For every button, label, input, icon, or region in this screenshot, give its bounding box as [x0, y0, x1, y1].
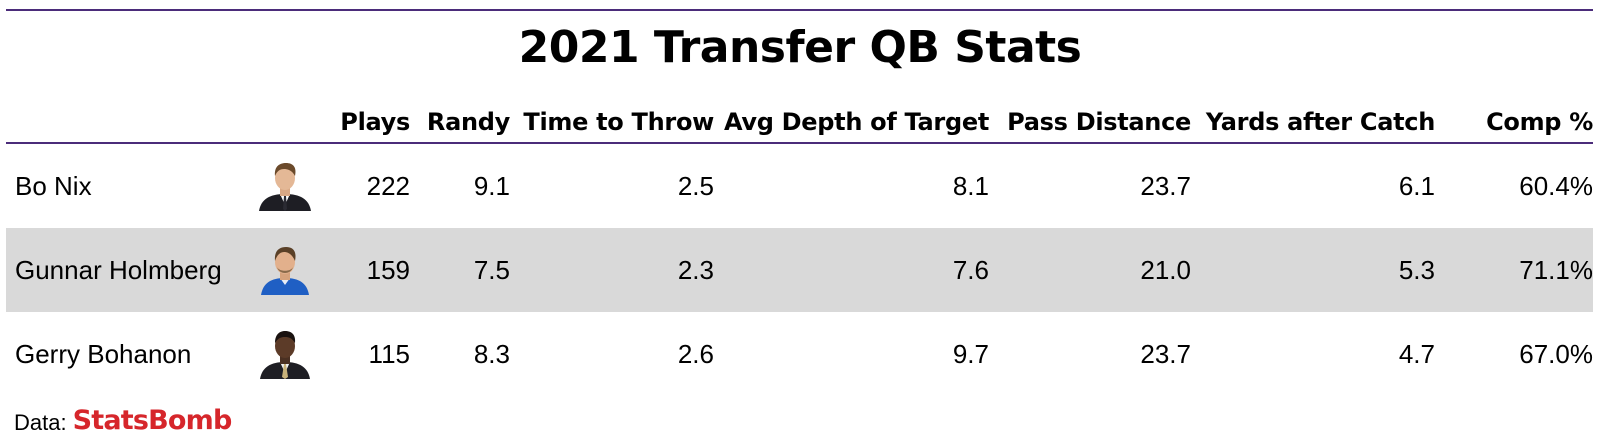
avg-depth-of-target-value: 8.1 [952, 170, 989, 201]
player-headshot-icon [256, 329, 314, 379]
player-name: Gerry Bohanon [15, 338, 192, 369]
player-name: Gunnar Holmberg [6, 228, 244, 312]
column-header-time-to-throw: Time to Throw [510, 92, 714, 144]
column-header-player [6, 92, 244, 144]
comp-pct-value: 71.1% [1435, 228, 1593, 312]
pass-distance-value: 23.7 [1140, 170, 1191, 201]
table-header-row: Plays Randy Time to Throw Avg Depth of T… [6, 92, 1593, 144]
plays-value: 222 [366, 170, 410, 201]
column-header-yards-after-catch: Yards after Catch [1191, 92, 1435, 144]
player-name: Bo Nix [15, 170, 92, 201]
plays-value: 115 [368, 338, 410, 369]
headshot-cell [244, 312, 326, 396]
randy-value: 8.3 [473, 338, 510, 369]
column-header-avg-depth-of-target: Avg Depth of Target [714, 92, 989, 144]
table-row: Bo Nix 222 9.1 2.5 8.1 23.7 6.1 [6, 143, 1593, 228]
randy-value: 7.5 [410, 228, 510, 312]
time-to-throw-value: 2.5 [677, 170, 714, 201]
column-header-plays: Plays [326, 92, 410, 144]
comp-pct-value: 67.0% [1519, 338, 1593, 369]
player-headshot-icon [256, 245, 314, 295]
yards-after-catch-value: 6.1 [1398, 170, 1435, 201]
page-title: 2021 Transfer QB Stats [518, 22, 1082, 73]
comp-pct-value: 60.4% [1519, 170, 1593, 201]
source-footer: Data: StatsBomb [14, 402, 232, 436]
statsbomb-logo: StatsBomb [72, 405, 233, 436]
column-header-pass-distance: Pass Distance [989, 92, 1191, 144]
time-to-throw-value: 2.3 [510, 228, 714, 312]
table-row: Gunnar Holmberg 159 7.5 2.3 7.6 21.0 [6, 228, 1593, 312]
stats-table: Plays Randy Time to Throw Avg Depth of T… [6, 92, 1593, 396]
pass-distance-value: 21.0 [989, 228, 1191, 312]
column-header-headshot [244, 92, 326, 144]
yards-after-catch-value: 4.7 [1398, 338, 1435, 369]
table-row: Gerry Bohanon 115 8.3 2.6 9.7 23.7 [6, 312, 1593, 396]
avg-depth-of-target-value: 9.7 [952, 338, 989, 369]
yards-after-catch-value: 5.3 [1191, 228, 1435, 312]
plays-value: 159 [326, 228, 410, 312]
column-header-randy: Randy [410, 92, 510, 144]
player-headshot-icon [256, 161, 314, 211]
data-source-label: Data: [14, 410, 67, 435]
top-rule [6, 9, 1593, 11]
randy-value: 9.1 [473, 170, 510, 201]
pass-distance-value: 23.7 [1140, 338, 1191, 369]
headshot-cell [244, 143, 326, 228]
time-to-throw-value: 2.6 [677, 338, 714, 369]
column-header-comp-pct: Comp % [1435, 92, 1593, 144]
headshot-cell [244, 228, 326, 312]
avg-depth-of-target-value: 7.6 [714, 228, 989, 312]
